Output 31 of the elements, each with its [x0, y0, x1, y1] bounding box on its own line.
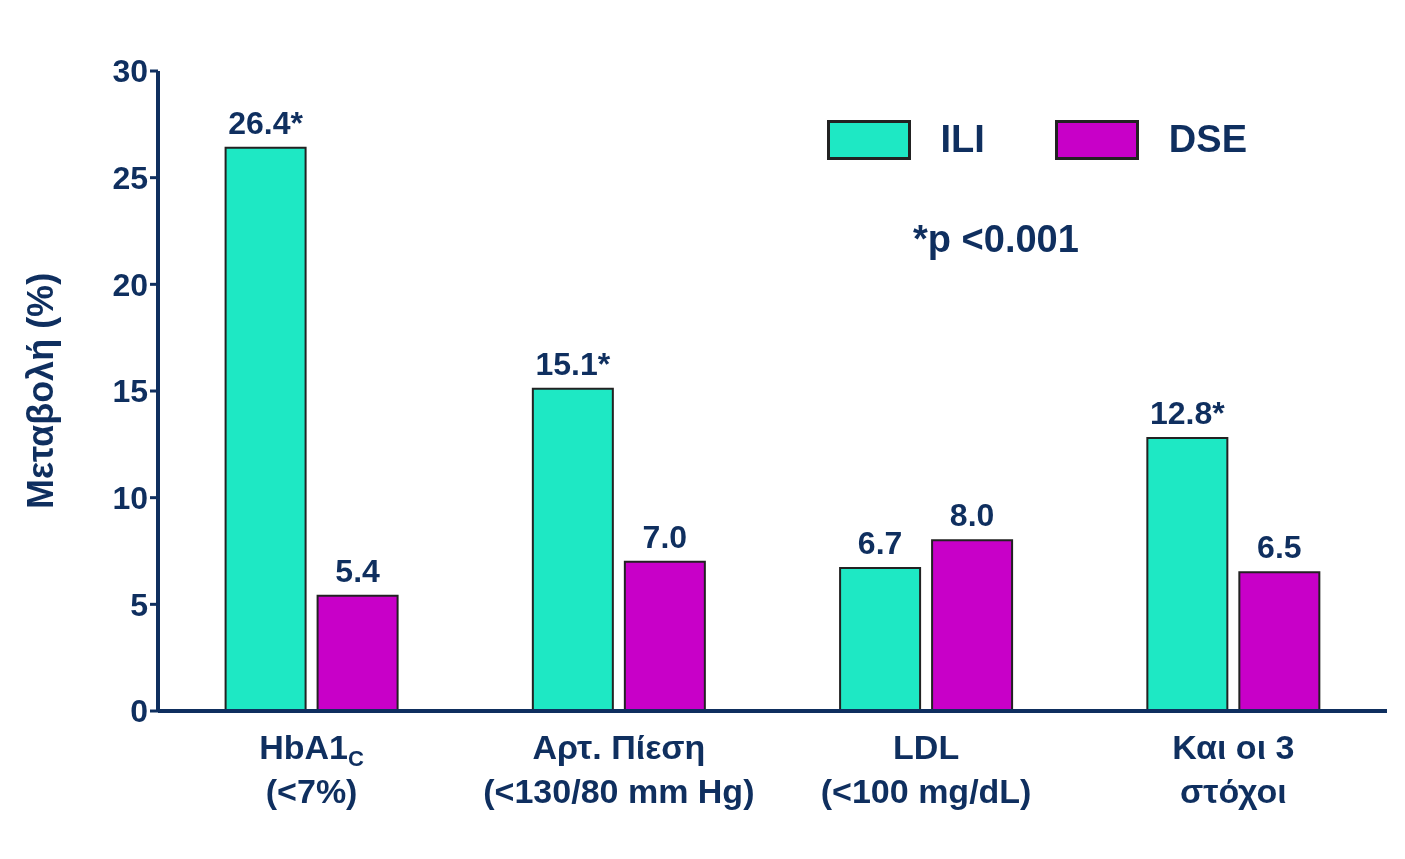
bar [839, 567, 922, 711]
legend-label: DSE [1168, 118, 1247, 161]
x-tick-label: HbA1$_{C}$ (<7%) [259, 728, 365, 810]
bar [531, 387, 614, 711]
x-tick-label: Και οι 3 στόχοι [1172, 728, 1295, 810]
y-tick-label: 10 [112, 480, 148, 517]
y-tick-label: 0 [130, 693, 148, 730]
bar [623, 560, 706, 711]
annotation: *p <0.001 [913, 218, 1079, 261]
bar [316, 594, 399, 711]
x-tick-label: LDL (<100 mg/dL) [820, 728, 1032, 810]
data-label: 12.8* [1149, 394, 1226, 431]
y-tick-label: 15 [112, 373, 148, 410]
data-label: 26.4* [228, 104, 304, 141]
data-label: 5.4 [335, 552, 381, 589]
data-label: 7.0 [642, 518, 688, 555]
bar [1238, 571, 1321, 711]
y-tick-label: 20 [112, 266, 148, 303]
bar [931, 539, 1014, 711]
legend-label: ILI [940, 118, 985, 161]
data-label: 8.0 [949, 497, 995, 534]
y-axis-title: Μεταβολή (%) [19, 272, 61, 510]
data-label: 6.5 [1257, 529, 1302, 566]
y-tick-label: 25 [112, 160, 148, 197]
y-tick-label: 5 [130, 586, 148, 623]
data-label: 15.1* [535, 345, 611, 382]
y-tick-label: 30 [112, 53, 148, 90]
bar [224, 146, 307, 711]
bar [1146, 436, 1229, 711]
x-tick-label: Αρτ. Πίεση (<130/80 mm Hg) [483, 728, 755, 810]
data-label: 6.7 [857, 525, 903, 562]
